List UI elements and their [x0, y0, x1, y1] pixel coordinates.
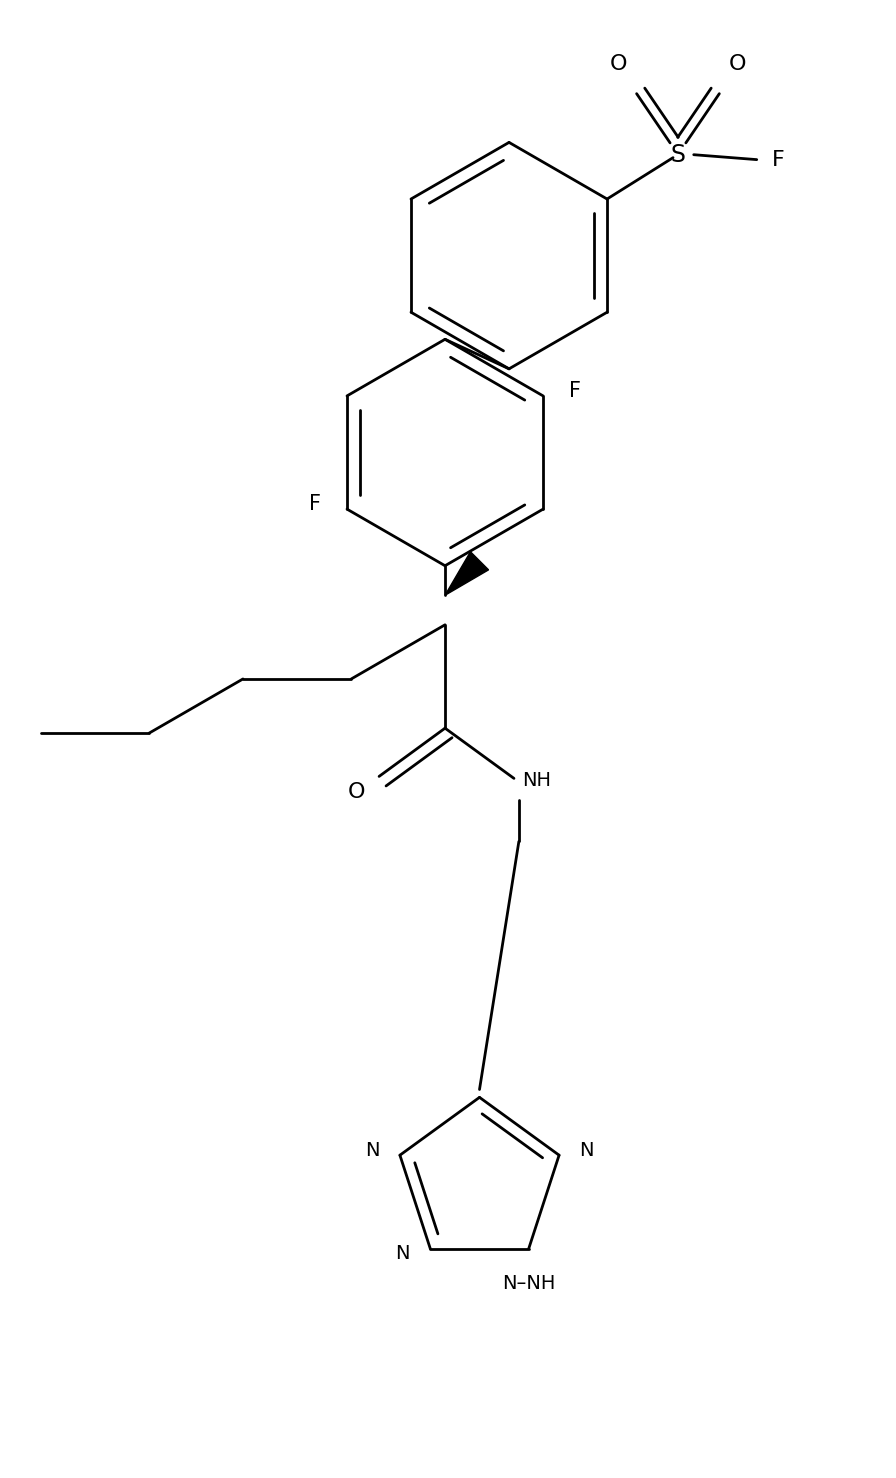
Text: F: F — [569, 381, 581, 401]
Text: S: S — [670, 143, 685, 167]
Polygon shape — [445, 551, 488, 596]
Text: N: N — [365, 1141, 380, 1160]
Text: F: F — [309, 494, 322, 514]
Text: O: O — [610, 55, 628, 74]
Text: N: N — [395, 1244, 410, 1264]
Text: N–NH: N–NH — [502, 1274, 556, 1293]
Text: NH: NH — [522, 772, 551, 789]
Text: N: N — [580, 1141, 594, 1160]
Text: O: O — [348, 782, 366, 803]
Text: O: O — [728, 55, 745, 74]
Text: F: F — [772, 149, 785, 170]
